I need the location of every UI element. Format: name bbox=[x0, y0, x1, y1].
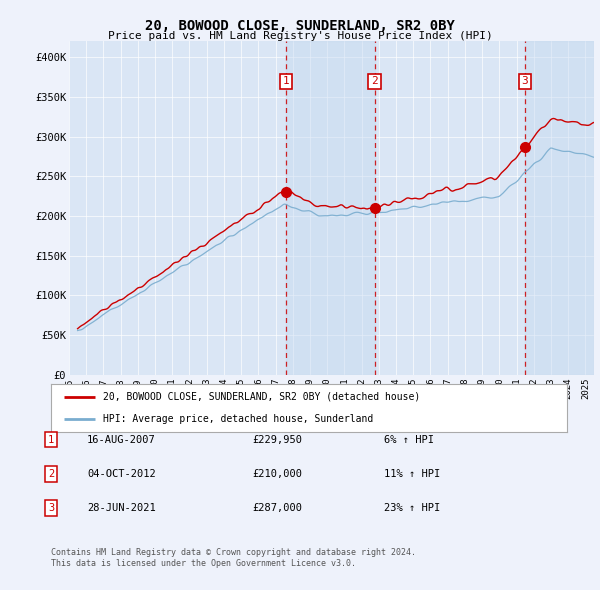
Text: 20, BOWOOD CLOSE, SUNDERLAND, SR2 0BY (detached house): 20, BOWOOD CLOSE, SUNDERLAND, SR2 0BY (d… bbox=[103, 392, 420, 402]
Text: £287,000: £287,000 bbox=[252, 503, 302, 513]
Text: 11% ↑ HPI: 11% ↑ HPI bbox=[384, 469, 440, 478]
Text: 6% ↑ HPI: 6% ↑ HPI bbox=[384, 435, 434, 444]
Text: 04-OCT-2012: 04-OCT-2012 bbox=[87, 469, 156, 478]
Text: 16-AUG-2007: 16-AUG-2007 bbox=[87, 435, 156, 444]
Text: 20, BOWOOD CLOSE, SUNDERLAND, SR2 0BY: 20, BOWOOD CLOSE, SUNDERLAND, SR2 0BY bbox=[145, 19, 455, 33]
Text: 2: 2 bbox=[371, 76, 378, 86]
Text: 23% ↑ HPI: 23% ↑ HPI bbox=[384, 503, 440, 513]
Text: £210,000: £210,000 bbox=[252, 469, 302, 478]
Text: 1: 1 bbox=[48, 435, 54, 444]
Text: This data is licensed under the Open Government Licence v3.0.: This data is licensed under the Open Gov… bbox=[51, 559, 356, 568]
Text: 3: 3 bbox=[48, 503, 54, 513]
Text: 1: 1 bbox=[283, 76, 290, 86]
Bar bbox=[286, 41, 374, 375]
Text: HPI: Average price, detached house, Sunderland: HPI: Average price, detached house, Sund… bbox=[103, 414, 373, 424]
Text: 3: 3 bbox=[521, 76, 529, 86]
Bar bbox=[525, 41, 594, 375]
Text: Contains HM Land Registry data © Crown copyright and database right 2024.: Contains HM Land Registry data © Crown c… bbox=[51, 548, 416, 556]
Text: 2: 2 bbox=[48, 469, 54, 478]
Text: Price paid vs. HM Land Registry's House Price Index (HPI): Price paid vs. HM Land Registry's House … bbox=[107, 31, 493, 41]
Text: 28-JUN-2021: 28-JUN-2021 bbox=[87, 503, 156, 513]
Text: £229,950: £229,950 bbox=[252, 435, 302, 444]
